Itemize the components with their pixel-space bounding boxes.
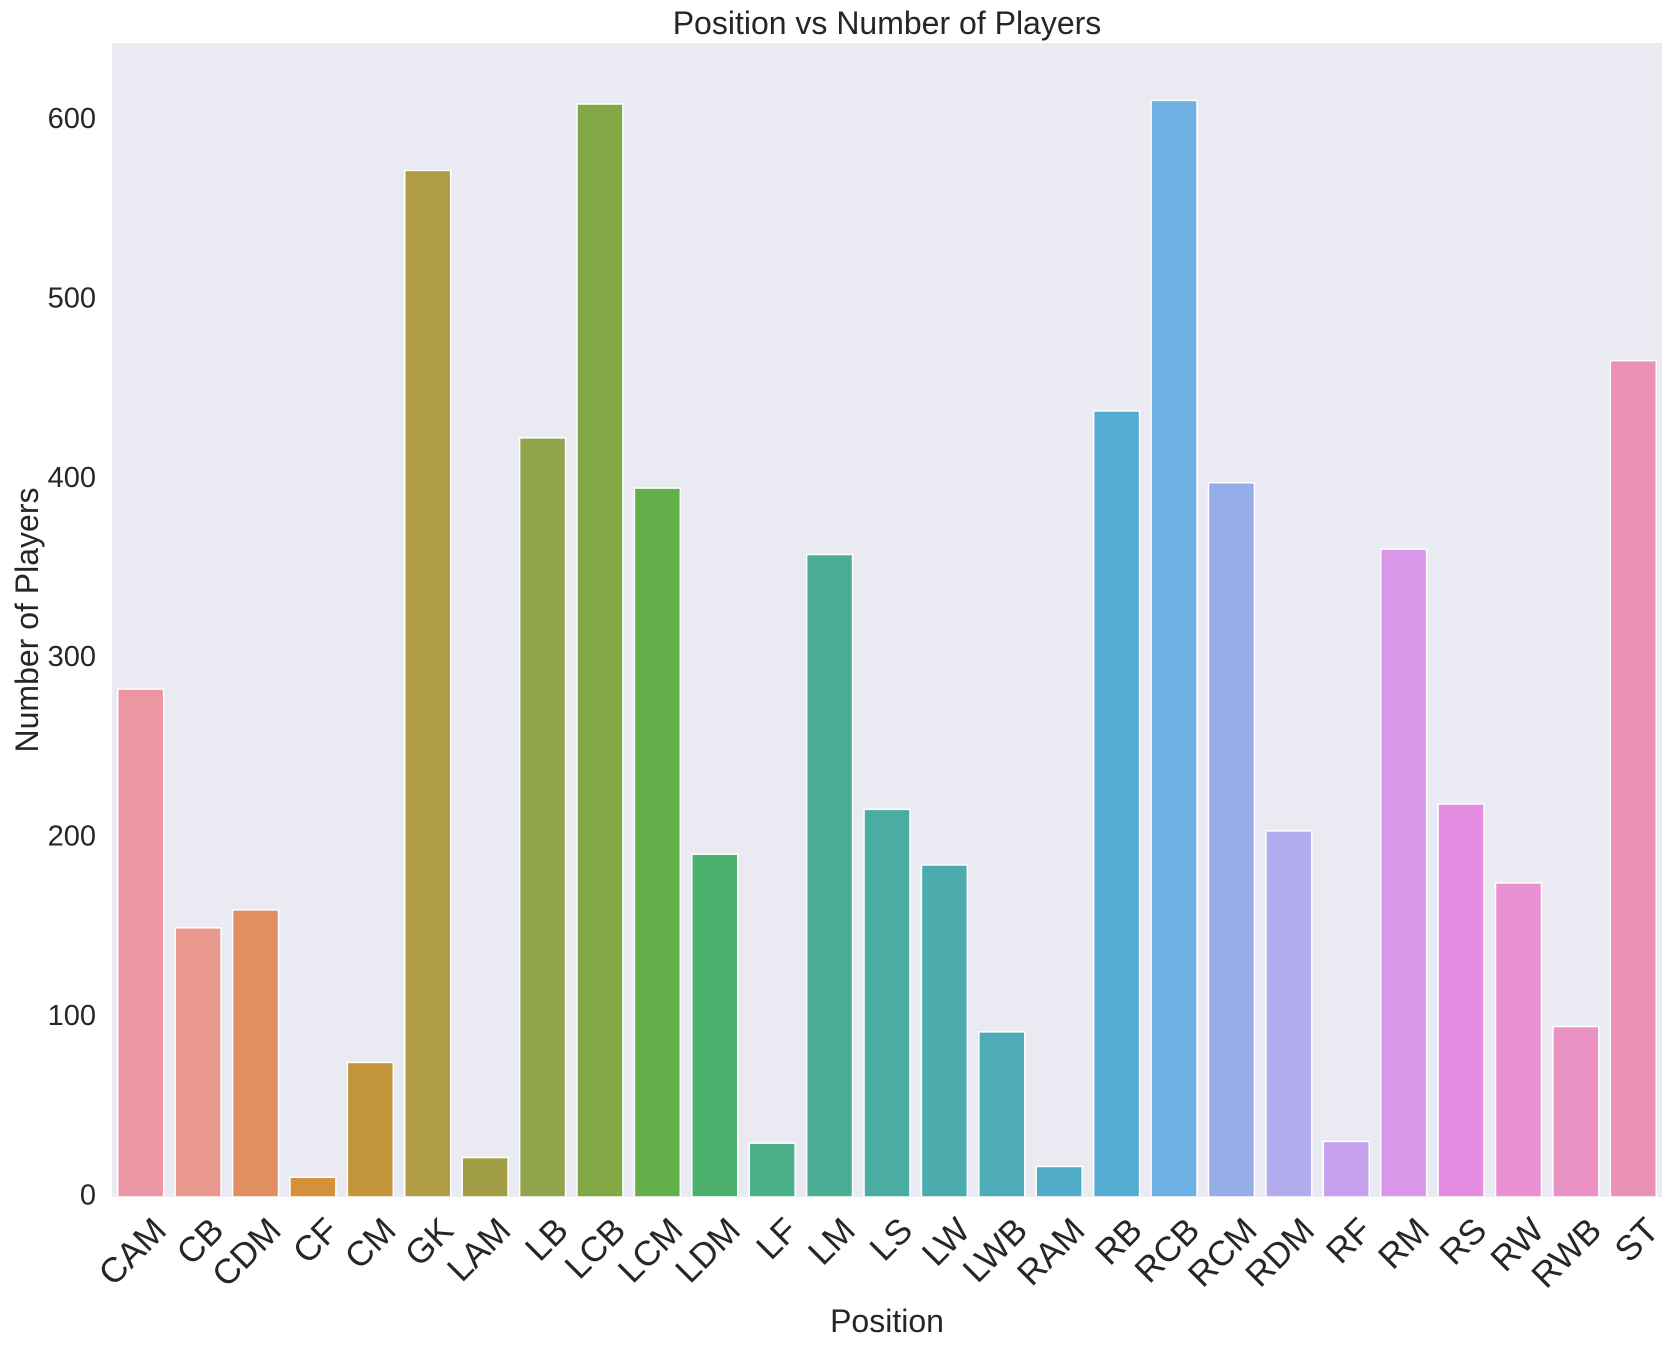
bar-lwb	[978, 1031, 1026, 1198]
bar-rb	[1092, 410, 1141, 1198]
chart-title: Position vs Number of Players	[673, 5, 1102, 41]
x-tick-label-cam: CAM	[91, 1211, 174, 1294]
x-tick-label-rs: RS	[1432, 1211, 1494, 1273]
x-tick-label-lcm: LCM	[611, 1211, 691, 1291]
bar-rcm	[1207, 481, 1256, 1198]
bar-lcm	[633, 487, 682, 1198]
x-tick-label-cm: CM	[337, 1211, 403, 1277]
y-tick-label-300: 300	[48, 641, 96, 673]
bar-cf	[289, 1176, 337, 1198]
bar-lw	[920, 864, 969, 1198]
y-tick-label-200: 200	[48, 821, 96, 853]
x-tick-label-lam: LAM	[440, 1211, 518, 1289]
bar-st	[1609, 359, 1658, 1198]
y-tick-label-600: 600	[48, 103, 96, 135]
x-tick-label-rwb: RWB	[1524, 1211, 1609, 1296]
bars-group	[116, 99, 1658, 1198]
y-tick-label-100: 100	[48, 1000, 96, 1032]
y-axis-ticks: 0 100 200 300 400 500 600	[48, 103, 96, 1212]
x-tick-label-ldm: LDM	[668, 1211, 748, 1291]
bar-cb	[174, 927, 222, 1198]
bar-lb	[518, 437, 567, 1198]
bar-rf	[1322, 1140, 1370, 1198]
bar-cm	[346, 1061, 395, 1198]
x-tick-label-rf: RF	[1319, 1211, 1380, 1272]
bar-rs	[1437, 803, 1485, 1198]
bar-lcb	[576, 103, 624, 1198]
x-tick-label-cdm: CDM	[205, 1211, 289, 1295]
y-tick-label-400: 400	[48, 462, 96, 494]
bar-gk	[404, 169, 452, 1198]
y-tick-label-0: 0	[80, 1180, 96, 1212]
bar-lam	[461, 1156, 509, 1198]
bar-cdm	[231, 909, 280, 1198]
x-tick-label-rdm: RDM	[1238, 1211, 1322, 1295]
x-tick-label-lf: LF	[749, 1211, 805, 1267]
x-tick-label-rm: RM	[1371, 1211, 1437, 1277]
bar-lf	[748, 1142, 796, 1198]
x-tick-label-lm: LM	[801, 1211, 863, 1273]
x-axis-label: Position	[830, 1303, 944, 1339]
bar-ram	[1035, 1165, 1083, 1198]
bar-lm	[805, 553, 854, 1198]
x-tick-label-ls: LS	[862, 1211, 920, 1269]
x-tick-label-st: ST	[1607, 1211, 1666, 1270]
y-axis-label: Number of Players	[9, 488, 45, 753]
bar-ldm	[691, 853, 739, 1198]
bar-ls	[863, 808, 911, 1198]
x-tick-label-ram: RAM	[1010, 1211, 1093, 1294]
x-tick-label-cf: CF	[286, 1211, 347, 1272]
bar-rm	[1379, 548, 1428, 1198]
bar-rcb	[1150, 99, 1198, 1198]
bar-rwb	[1552, 1025, 1600, 1198]
bar-rdm	[1265, 830, 1313, 1198]
bar-rw	[1494, 882, 1543, 1198]
bar-cam	[116, 688, 165, 1198]
y-tick-label-500: 500	[48, 282, 96, 314]
